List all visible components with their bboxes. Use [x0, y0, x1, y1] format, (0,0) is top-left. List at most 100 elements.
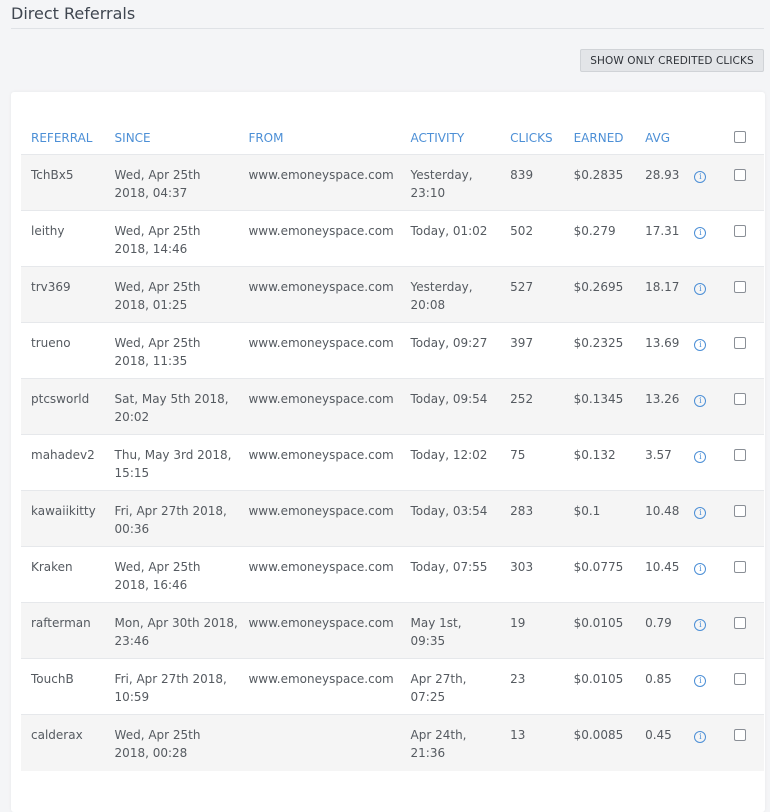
- info-icon[interactable]: i: [694, 731, 707, 743]
- from-site: www.emoneyspace.com: [248, 448, 394, 462]
- header-since[interactable]: SINCE: [114, 131, 151, 145]
- clicks-value: 527: [510, 280, 534, 294]
- cell-referral[interactable]: TchBx5: [21, 154, 105, 211]
- cell-referral[interactable]: trueno: [21, 322, 105, 379]
- cell-activity: Today, 12:02: [400, 434, 501, 491]
- header-from[interactable]: FROM: [248, 131, 284, 145]
- cell-clicks: 283: [500, 490, 564, 547]
- activity-line-1: Today, 09:27: [410, 336, 488, 350]
- table-row: rafterman Mon, Apr 30th 2018, 23:46 www.emo…: [21, 602, 764, 659]
- table-row: TchBx5 Wed, Apr 25th 2018, 04:37 www.emoney…: [21, 154, 764, 211]
- info-icon[interactable]: i: [694, 283, 707, 295]
- cell-referral[interactable]: calderax: [21, 714, 105, 771]
- referral-name[interactable]: TchBx5: [31, 168, 74, 182]
- row-checkbox[interactable]: [733, 393, 746, 405]
- cell-info: i: [684, 322, 724, 379]
- cell-referral[interactable]: ptcsworld: [21, 378, 105, 435]
- earned-value: $0.1345: [573, 392, 624, 406]
- cell-since: Fri, Apr 27th 2018, 00:36: [104, 490, 239, 547]
- referral-name[interactable]: Kraken: [31, 560, 73, 574]
- cell-avg: 13.26: [635, 378, 685, 435]
- row-checkbox[interactable]: [733, 225, 746, 237]
- activity-line-1: Today, 01:02: [410, 224, 488, 238]
- referral-name[interactable]: calderax: [31, 728, 83, 742]
- table-row: kawaiikitty Fri, Apr 27th 2018, 00:36 www.e…: [21, 490, 764, 547]
- info-icon[interactable]: i: [694, 563, 707, 575]
- cell-info: i: [684, 210, 724, 267]
- row-checkbox[interactable]: [733, 617, 746, 629]
- clicks-value: 75: [510, 448, 526, 462]
- table-row: calderax Wed, Apr 25th 2018, 00:28 Apr 24th…: [21, 714, 764, 771]
- table-row: ptcsworld Sat, May 5th 2018, 20:02 www.emon…: [21, 378, 764, 435]
- cell-clicks: 19: [500, 602, 564, 659]
- header-activity[interactable]: ACTIVITY: [410, 131, 465, 145]
- cell-since: Wed, Apr 25th 2018, 16:46: [104, 546, 239, 603]
- cell-select: [723, 602, 764, 659]
- referral-name[interactable]: trueno: [31, 336, 71, 350]
- since-line-2: 2018, 14:46: [114, 242, 188, 256]
- select-all-checkbox[interactable]: [733, 130, 746, 143]
- info-icon[interactable]: i: [694, 451, 707, 463]
- earned-value: $0.0105: [573, 672, 624, 686]
- activity-line-1: Today, 07:55: [410, 560, 488, 574]
- table-row: mahadev2 Thu, May 3rd 2018, 15:15 www.emone…: [21, 434, 764, 491]
- cell-from: www.emoneyspace.com: [238, 210, 401, 267]
- since-line-1: Thu, May 3rd 2018,: [114, 448, 232, 462]
- row-checkbox[interactable]: [733, 673, 746, 685]
- info-icon[interactable]: i: [694, 619, 707, 631]
- cell-referral[interactable]: kawaiikitty: [21, 490, 105, 547]
- header-earned[interactable]: EARNED: [573, 131, 624, 145]
- referral-name[interactable]: trv369: [31, 280, 71, 294]
- cell-avg: 13.69: [635, 322, 685, 379]
- cell-avg: 18.17: [635, 266, 685, 323]
- info-icon[interactable]: i: [694, 339, 707, 351]
- since-line-2: 23:46: [114, 634, 150, 648]
- cell-select: [723, 434, 764, 491]
- cell-clicks: 303: [500, 546, 564, 603]
- row-checkbox[interactable]: [733, 561, 746, 573]
- cell-avg: 0.79: [635, 602, 685, 659]
- show-only-credited-clicks-button[interactable]: SHOW ONLY CREDITED CLICKS: [580, 49, 764, 72]
- referral-name[interactable]: mahadev2: [31, 448, 95, 462]
- cell-since: Wed, Apr 25th 2018, 11:35: [104, 322, 239, 379]
- cell-referral[interactable]: mahadev2: [21, 434, 105, 491]
- cell-activity: May 1st, 09:35: [400, 602, 501, 659]
- row-checkbox[interactable]: [733, 729, 746, 741]
- avg-value: 3.57: [645, 448, 672, 462]
- activity-line-2: 20:08: [410, 298, 446, 312]
- header-referral[interactable]: REFERRAL: [31, 131, 93, 145]
- cell-referral[interactable]: TouchB: [21, 658, 105, 715]
- cell-avg: 3.57: [635, 434, 685, 491]
- activity-line-1: Apr 24th,: [410, 728, 467, 742]
- info-icon[interactable]: i: [694, 227, 707, 239]
- info-icon[interactable]: i: [694, 171, 707, 183]
- activity-line-1: May 1st,: [410, 616, 462, 630]
- cell-referral[interactable]: rafterman: [21, 602, 105, 659]
- row-checkbox[interactable]: [733, 337, 746, 349]
- header-clicks[interactable]: CLICKS: [510, 131, 553, 145]
- from-site: www.emoneyspace.com: [248, 672, 394, 686]
- info-icon[interactable]: i: [694, 675, 707, 687]
- cell-since: Wed, Apr 25th 2018, 04:37: [104, 154, 239, 211]
- cell-referral[interactable]: Kraken: [21, 546, 105, 603]
- cell-info: i: [684, 434, 724, 491]
- info-icon[interactable]: i: [694, 507, 707, 519]
- table-row: trueno Wed, Apr 25th 2018, 11:35 www.emoney…: [21, 322, 764, 379]
- header-avg[interactable]: AVG: [645, 131, 671, 145]
- referral-name[interactable]: leithy: [31, 224, 65, 238]
- referral-name[interactable]: ptcsworld: [31, 392, 90, 406]
- cell-info: i: [684, 378, 724, 435]
- header-info-spacer: [684, 122, 723, 155]
- row-checkbox[interactable]: [733, 505, 746, 517]
- row-checkbox[interactable]: [733, 281, 746, 293]
- referral-name[interactable]: rafterman: [31, 616, 91, 630]
- row-checkbox[interactable]: [733, 169, 746, 181]
- row-checkbox[interactable]: [733, 449, 746, 461]
- referral-name[interactable]: kawaiikitty: [31, 504, 96, 518]
- referral-name[interactable]: TouchB: [31, 672, 74, 686]
- cell-referral[interactable]: trv369: [21, 266, 105, 323]
- cell-activity: Yesterday, 20:08: [400, 266, 501, 323]
- info-icon[interactable]: i: [694, 395, 707, 407]
- avg-value: 18.17: [645, 280, 680, 294]
- cell-referral[interactable]: leithy: [21, 210, 105, 267]
